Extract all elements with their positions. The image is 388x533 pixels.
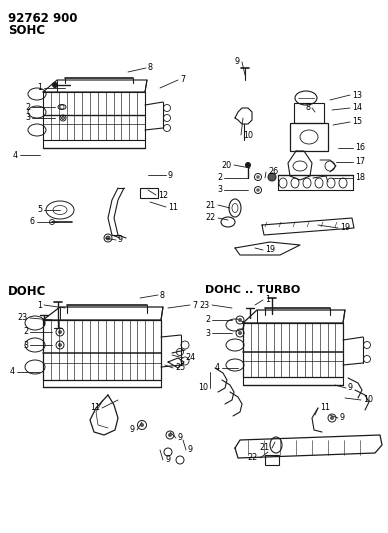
Text: 9: 9 bbox=[168, 171, 173, 180]
Circle shape bbox=[238, 331, 242, 335]
Circle shape bbox=[256, 188, 260, 192]
Text: 10: 10 bbox=[198, 384, 208, 392]
Text: 92762 900: 92762 900 bbox=[8, 12, 78, 25]
Text: 3: 3 bbox=[23, 341, 28, 350]
Text: 21: 21 bbox=[206, 200, 216, 209]
Circle shape bbox=[246, 163, 251, 167]
Text: 11: 11 bbox=[168, 203, 178, 212]
Bar bbox=[140, 188, 158, 198]
Text: 3: 3 bbox=[25, 114, 30, 123]
Bar bbox=[290, 123, 328, 151]
Text: DOHC: DOHC bbox=[8, 285, 47, 298]
Circle shape bbox=[52, 83, 57, 87]
Text: 9: 9 bbox=[188, 446, 193, 455]
Text: 10: 10 bbox=[363, 395, 373, 405]
Text: 26: 26 bbox=[268, 167, 278, 176]
Text: 8: 8 bbox=[148, 63, 153, 72]
Text: 9: 9 bbox=[348, 384, 353, 392]
Text: 9: 9 bbox=[118, 236, 123, 245]
Text: 2: 2 bbox=[217, 174, 222, 182]
Text: 9: 9 bbox=[235, 58, 240, 67]
Text: 23: 23 bbox=[18, 313, 28, 322]
Text: 17: 17 bbox=[355, 157, 365, 166]
Text: 14: 14 bbox=[352, 103, 362, 112]
Text: 2: 2 bbox=[25, 102, 30, 111]
Circle shape bbox=[58, 330, 62, 334]
Text: 7: 7 bbox=[192, 301, 197, 310]
Text: DOHC .. TURBO: DOHC .. TURBO bbox=[205, 285, 300, 295]
Text: 13: 13 bbox=[352, 91, 362, 100]
Circle shape bbox=[256, 175, 260, 179]
Text: 8: 8 bbox=[305, 103, 310, 112]
Text: 11: 11 bbox=[320, 403, 330, 413]
Text: 12: 12 bbox=[158, 190, 168, 199]
Text: 9: 9 bbox=[165, 456, 170, 464]
Circle shape bbox=[330, 416, 334, 420]
Text: 9: 9 bbox=[130, 425, 135, 434]
Text: 4: 4 bbox=[13, 150, 18, 159]
Text: 25: 25 bbox=[175, 364, 185, 373]
Text: 19: 19 bbox=[340, 223, 350, 232]
Text: 9: 9 bbox=[178, 433, 183, 442]
Text: 11: 11 bbox=[90, 403, 100, 413]
Text: 7: 7 bbox=[180, 76, 185, 85]
Text: 4: 4 bbox=[215, 364, 220, 373]
Circle shape bbox=[62, 117, 64, 119]
Circle shape bbox=[106, 236, 110, 240]
Circle shape bbox=[140, 423, 144, 427]
Circle shape bbox=[168, 433, 172, 437]
Text: 8: 8 bbox=[160, 290, 165, 300]
Text: 1: 1 bbox=[265, 295, 270, 304]
Text: 22: 22 bbox=[206, 214, 216, 222]
Text: 23: 23 bbox=[200, 301, 210, 310]
Bar bbox=[265, 455, 279, 465]
Text: 22: 22 bbox=[248, 454, 258, 463]
Text: 10: 10 bbox=[243, 131, 253, 140]
Text: 1: 1 bbox=[37, 301, 42, 310]
Text: 16: 16 bbox=[355, 143, 365, 152]
Text: 6: 6 bbox=[30, 217, 35, 227]
Text: 24: 24 bbox=[185, 353, 195, 362]
Circle shape bbox=[268, 173, 276, 181]
Text: 18: 18 bbox=[355, 174, 365, 182]
Circle shape bbox=[58, 343, 62, 347]
Text: 9: 9 bbox=[340, 414, 345, 423]
Text: 5: 5 bbox=[37, 206, 42, 214]
Text: 3: 3 bbox=[217, 185, 222, 195]
Text: 20: 20 bbox=[222, 160, 232, 169]
Text: 1: 1 bbox=[37, 84, 42, 93]
Text: 4: 4 bbox=[10, 367, 15, 376]
Text: 19: 19 bbox=[265, 246, 275, 254]
Circle shape bbox=[238, 318, 242, 322]
Text: 15: 15 bbox=[352, 117, 362, 126]
Bar bbox=[294, 103, 324, 123]
Text: 3: 3 bbox=[205, 328, 210, 337]
Text: 2: 2 bbox=[23, 327, 28, 336]
Text: 2: 2 bbox=[205, 316, 210, 325]
Text: SOHC: SOHC bbox=[8, 24, 45, 37]
Text: 21: 21 bbox=[260, 443, 270, 453]
